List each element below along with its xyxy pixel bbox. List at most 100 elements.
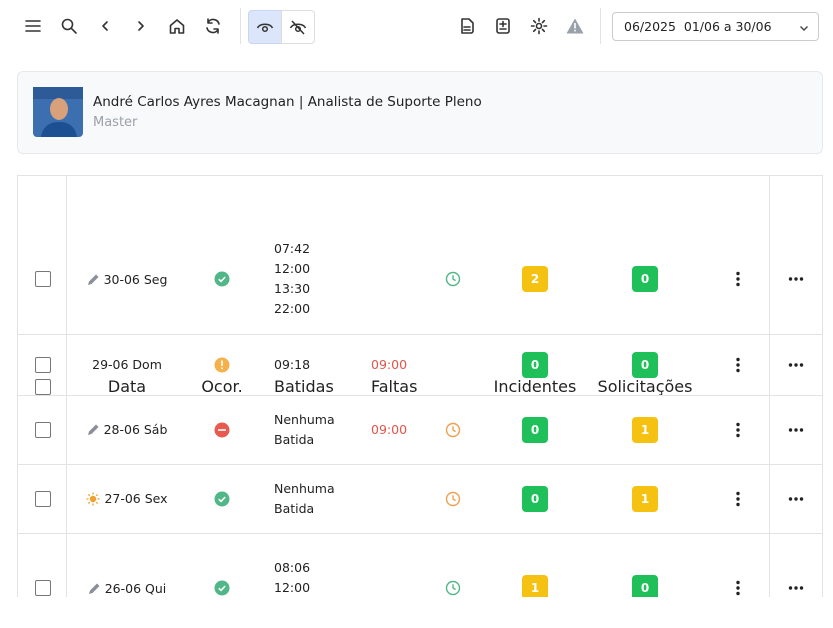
incidentes-cell: 0 [475, 334, 595, 395]
kebab-button[interactable] [736, 357, 740, 373]
table: Data Ocor. Batidas Faltas Incidentes Solicita… [17, 175, 823, 597]
warning-button[interactable] [563, 14, 587, 38]
divider [66, 395, 67, 464]
occurrence-icon [214, 491, 230, 507]
header-cell: Incidentes [475, 176, 595, 597]
faltas-cell: 09:00 [371, 334, 441, 395]
date: 26-06 Qui [104, 580, 167, 596]
occurrence-icon [214, 357, 230, 373]
select-cell [18, 224, 67, 334]
clock-cell [441, 533, 465, 597]
header-label[interactable]: Solicitações [597, 377, 693, 396]
checkbox[interactable] [34, 421, 51, 438]
date-cell: 27-06 Sex [67, 464, 187, 533]
show-button[interactable] [248, 10, 282, 44]
more-icon [788, 586, 804, 590]
header-label[interactable]: Data [107, 377, 147, 396]
incidentes-cell: 1 [475, 533, 595, 597]
clock[interactable] [445, 271, 461, 287]
error-icon [214, 422, 230, 437]
clock[interactable] [445, 580, 461, 596]
checkbox[interactable] [34, 356, 51, 373]
solicitacoes-cell: 1 [585, 395, 705, 464]
batidas-list: Nenhuma Batida [274, 410, 344, 450]
more-button[interactable] [788, 496, 804, 501]
header-label[interactable]: Incidentes [493, 377, 577, 396]
checkbox[interactable] [34, 580, 51, 596]
date-icon [86, 492, 100, 506]
solicitacoes-badge[interactable]: 0 [632, 575, 658, 597]
occurrence-icon [214, 422, 230, 438]
search-button[interactable] [57, 14, 81, 38]
more-cell [770, 224, 822, 334]
kebab-button[interactable] [736, 271, 740, 287]
kebab-icon [736, 357, 740, 372]
calculator-button[interactable] [491, 14, 515, 38]
divider [769, 533, 770, 597]
incidentes-badge[interactable]: 0 [522, 416, 548, 443]
home-button[interactable] [165, 14, 189, 38]
incidentes-badge[interactable]: 2 [522, 266, 548, 292]
incidentes-badge[interactable]: 0 [522, 351, 548, 378]
more-button[interactable] [788, 586, 804, 590]
divider [66, 224, 67, 334]
table-row: 30-06 Seg 07:42 12:00 13:30 22:00 2 0 [18, 224, 822, 335]
batida: 09:18 [274, 356, 311, 372]
header-label[interactable]: Faltas [371, 377, 418, 396]
kebab-button[interactable] [736, 422, 740, 438]
actions-cell [708, 464, 768, 533]
batidas-cell: Nenhuma Batida [274, 395, 344, 464]
more-cell [770, 464, 822, 533]
occurrence-cell [187, 224, 257, 334]
next-button[interactable] [129, 14, 153, 38]
clock[interactable] [445, 422, 461, 438]
more-cell [770, 395, 822, 464]
checkbox[interactable] [34, 378, 51, 395]
solicitacoes-badge[interactable]: 0 [632, 351, 658, 378]
divider [769, 464, 770, 533]
prev-button[interactable] [93, 14, 117, 38]
select-all-cell [18, 176, 67, 597]
report-button[interactable] [455, 14, 479, 38]
kebab-button[interactable] [736, 580, 740, 596]
header-label[interactable]: Batidas [274, 377, 334, 396]
faltas-cell: 09:00 [371, 395, 441, 464]
settings-button[interactable] [527, 14, 551, 38]
clock-cell [441, 395, 465, 464]
separator [240, 8, 241, 44]
kebab-button[interactable] [736, 491, 740, 507]
checkbox[interactable] [34, 490, 51, 507]
incidentes-cell: 0 [475, 464, 595, 533]
range: 01/06 a 30/06 [683, 19, 772, 34]
separator [600, 8, 601, 44]
clock[interactable] [445, 491, 461, 507]
more-button[interactable] [788, 277, 804, 281]
hide-button[interactable] [281, 10, 315, 44]
ok-icon [214, 271, 230, 287]
solicitacoes-badge[interactable]: 1 [632, 416, 658, 443]
warning-icon [214, 357, 230, 372]
occurrence-cell [187, 464, 257, 533]
more-icon [788, 362, 804, 367]
refresh-button[interactable] [201, 14, 225, 38]
checkbox[interactable] [34, 271, 51, 287]
date-cell: 28-06 Sáb [67, 395, 187, 464]
more-button[interactable] [788, 427, 804, 432]
more-button[interactable] [788, 362, 804, 367]
occurrence-icon [214, 271, 230, 287]
date-cell: 30-06 Seg [67, 224, 187, 334]
incidentes-badge[interactable]: 1 [522, 575, 548, 597]
falta: 09:00 [371, 422, 408, 437]
solicitacoes-badge[interactable]: 0 [632, 266, 658, 292]
avatar [33, 87, 83, 137]
divider [66, 334, 67, 395]
header-label[interactable]: Ocor. [201, 377, 243, 396]
solicitacoes-badge[interactable]: 1 [632, 485, 658, 512]
menu-button[interactable] [21, 14, 45, 38]
date: 29-06 Dom [92, 357, 162, 372]
period-select[interactable]: 06/2025 01/06 a 30/06 [612, 12, 819, 41]
incidentes-badge[interactable]: 0 [522, 485, 548, 512]
date-icon [88, 582, 101, 595]
user-role: Master [93, 115, 138, 130]
